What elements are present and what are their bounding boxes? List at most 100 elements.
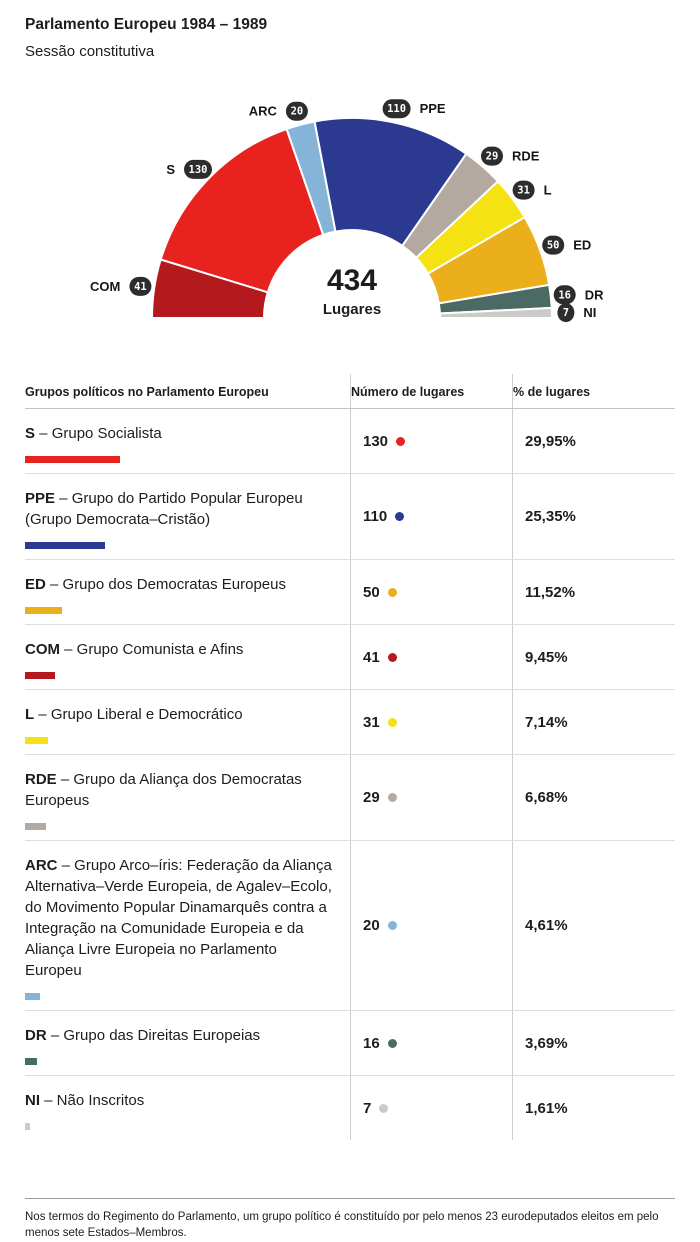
table-row-PPE: PPE – Grupo do Partido Popular Europeu (… [25, 474, 675, 560]
seat-count-cell: 50 [350, 560, 512, 624]
seat-percentage: 29,95% [525, 432, 576, 450]
total-seats: 434 [327, 264, 377, 297]
seat-badge-NI [557, 303, 575, 323]
groups-table: Grupos políticos no Parlamento Europeu N… [25, 374, 675, 1140]
seat-percent-cell: 25,35% [512, 474, 675, 559]
group-color-dot [379, 1103, 389, 1113]
group-color-bar [25, 823, 46, 830]
group-name-cell: ED – Grupo dos Democratas Europeus [25, 560, 350, 624]
seat-badge-ARC [285, 101, 308, 121]
group-name: COM – Grupo Comunista e Afins [25, 641, 244, 658]
group-color-bar [25, 737, 48, 744]
table-body: S – Grupo Socialista 130 29,95% PPE – Grupo… [25, 409, 675, 1140]
seat-percent-cell: 1,61% [512, 1076, 675, 1140]
segment-label-ED: ED [573, 238, 591, 253]
group-color-bar [25, 1058, 37, 1065]
seat-badge-value-NI: 7 [563, 307, 569, 319]
seat-percent-cell: 3,69% [512, 1011, 675, 1075]
seat-badge-value-S: 130 [189, 164, 208, 176]
seat-count: 16 [363, 1034, 380, 1052]
group-name-cell: S – Grupo Socialista [25, 409, 350, 473]
header: Parlamento Europeu 1984 – 1989 Sessão co… [0, 0, 700, 60]
footer: Nos termos do Regimento do Parlamento, u… [25, 1198, 675, 1242]
seat-percent-cell: 6,68% [512, 755, 675, 840]
footnote: Nos termos do Regimento do Parlamento, u… [25, 1211, 659, 1239]
segment-label-L: L [544, 183, 552, 198]
segment-label-S: S [166, 162, 175, 177]
group-name-cell: COM – Grupo Comunista e Afins [25, 625, 350, 689]
group-abbreviation: S [25, 425, 36, 442]
seat-badge-value-RDE: 29 [486, 151, 499, 163]
group-color-bar [25, 672, 55, 679]
seat-percentage: 6,68% [525, 789, 568, 806]
seat-percentage: 25,35% [525, 508, 576, 525]
group-color-bar [25, 607, 62, 614]
seat-badge-value-L: 31 [517, 185, 530, 197]
hemicycle-chart: 41 130 20 110 29 31 50 16 7 COM S ARC PPE RDE L ED DR NI… [90, 99, 604, 323]
segment-label-COM: COM [90, 279, 120, 294]
group-abbreviation: RDE [25, 771, 57, 788]
group-abbreviation: NI [25, 1092, 40, 1109]
hemicycle-segments [150, 116, 554, 319]
seat-count-cell: 31 [350, 690, 512, 754]
segment-label-PPE: PPE [420, 101, 446, 116]
seat-count: 41 [363, 648, 380, 666]
group-abbreviation: DR [25, 1027, 47, 1044]
seat-badge-L [512, 180, 535, 200]
group-color-dot [396, 436, 406, 446]
table-row-L: L – Grupo Liberal e Democrático 31 7,14% [25, 690, 675, 755]
table-row-ARC: ARC – Grupo Arco–íris: Federação da Alia… [25, 841, 675, 1011]
seat-count: 7 [363, 1099, 372, 1117]
group-name: RDE – Grupo da Aliança dos Democratas Eu… [25, 771, 302, 809]
group-color-dot [387, 717, 397, 727]
group-color-dot [395, 512, 405, 521]
table-row-S: S – Grupo Socialista 130 29,95% [25, 409, 675, 474]
table-row-RDE: RDE – Grupo da Aliança dos Democratas Eu… [25, 755, 675, 841]
column-header-seats: Número de lugares [350, 374, 512, 408]
table-row-ED: ED – Grupo dos Democratas Europeus 50 11,5… [25, 560, 675, 625]
segment-labels: COM S ARC PPE RDE L ED DR NI [90, 101, 604, 320]
group-abbreviation: ARC [25, 857, 58, 874]
page-subtitle: Sessão constitutiva [25, 43, 155, 60]
group-name-cell: ARC – Grupo Arco–íris: Federação da Alia… [25, 841, 350, 1010]
table-row-NI: NI – Não Inscritos 7 1,61% [25, 1076, 675, 1140]
group-abbreviation: ED [25, 576, 46, 593]
group-abbreviation: L [25, 706, 35, 723]
total-seats-label: Lugares [323, 301, 381, 318]
seat-percentage: 7,14% [525, 713, 568, 731]
group-name-cell: DR – Grupo das Direitas Europeias [25, 1011, 350, 1075]
group-color-dot [387, 652, 397, 662]
hemicycle-segment-NI [438, 306, 554, 319]
seat-count-cell: 110 [350, 474, 512, 559]
seat-badge-value-PPE: 110 [387, 103, 406, 115]
segment-label-ARC: ARC [249, 104, 278, 119]
seat-count: 130 [363, 432, 389, 450]
seat-badge-value-COM: 41 [134, 281, 147, 293]
seat-badge-ED [542, 235, 565, 255]
seat-badge-S [184, 159, 212, 179]
seat-count: 31 [363, 713, 380, 731]
group-name: L – Grupo Liberal e Democrático [25, 706, 243, 723]
table-row-COM: COM – Grupo Comunista e Afins 41 9,45% [25, 625, 675, 690]
seat-count: 20 [363, 917, 380, 934]
seat-count: 50 [363, 583, 380, 601]
group-name-cell: NI – Não Inscritos [25, 1076, 350, 1140]
table-row-DR: DR – Grupo das Direitas Europeias 16 3,69% [25, 1011, 675, 1076]
table-header-row: Grupos políticos no Parlamento Europeu N… [25, 374, 675, 409]
seat-count: 29 [363, 789, 380, 806]
hemicycle-segment-S [159, 127, 325, 294]
seat-count-cell: 41 [350, 625, 512, 689]
seat-badge-value-ARC: 20 [291, 106, 304, 118]
group-color-bar [25, 993, 40, 1000]
hemicycle-segment-PPE [313, 116, 468, 248]
group-color-bar [25, 542, 105, 549]
group-color-dot [387, 587, 397, 597]
seat-percentage: 9,45% [525, 648, 568, 666]
seat-badge-PPE [382, 99, 411, 119]
seat-percentage: 1,61% [525, 1099, 568, 1117]
group-name: DR – Grupo das Direitas Europeias [25, 1027, 261, 1044]
seat-count-cell: 29 [350, 755, 512, 840]
segment-label-RDE: RDE [512, 149, 540, 164]
group-name: PPE – Grupo do Partido Popular Europeu (… [25, 490, 303, 528]
